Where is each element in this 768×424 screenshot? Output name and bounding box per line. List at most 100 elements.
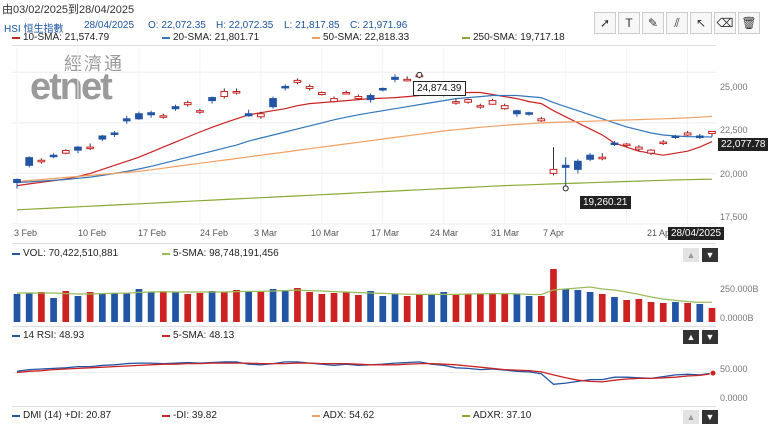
legend-sma10: 10-SMA: 21,574.79 <box>12 31 152 45</box>
dmi-panel-top-border <box>12 406 716 407</box>
volume-bar <box>513 294 521 322</box>
candle-body <box>330 98 338 103</box>
x-label-21apr: 21 Ap <box>647 228 671 238</box>
eraser-icon[interactable]: ⌫ <box>714 12 736 34</box>
cursor-icon[interactable]: ➚ <box>594 12 616 34</box>
candle-body <box>391 76 399 80</box>
current-date-tag: 28/04/2025 <box>668 227 725 240</box>
pen-icon[interactable]: ✎ <box>642 12 664 34</box>
rsi-sma-swatch <box>162 335 170 337</box>
volume-bar <box>62 291 70 322</box>
vol-swatch <box>12 253 20 255</box>
volume-bar <box>98 294 106 322</box>
rsi-sma-label: 5-SMA: 48.13 <box>173 330 235 341</box>
legend-rsi-sma: 5-SMA: 48.13 <box>162 329 312 343</box>
volume-panel-down-button[interactable]: ▼ <box>702 248 718 262</box>
candle-body <box>135 113 143 120</box>
trendline-icon[interactable]: ↖ <box>690 12 712 34</box>
volume-bar <box>440 292 448 322</box>
volume-bar <box>123 293 131 322</box>
rsi-panel-top-border <box>12 326 716 327</box>
rsi-label: 14 RSI: 48.93 <box>23 330 85 341</box>
parallel-lines-icon[interactable]: ⫽ <box>666 12 688 34</box>
sma250-swatch <box>462 37 470 39</box>
volume-bar <box>428 294 435 322</box>
volume-bar <box>684 303 691 322</box>
x-label-31mar: 31 Mar <box>491 228 520 238</box>
candle-body <box>366 95 375 101</box>
volume-bar <box>586 292 594 322</box>
rsi-panel-up-button[interactable]: ▲ <box>683 330 699 344</box>
x-label-17mar: 17 Mar <box>371 228 400 238</box>
sma250-label: 250-SMA: 19,717.18 <box>473 32 565 43</box>
volume-bar <box>537 296 545 322</box>
volume-bar <box>147 292 155 322</box>
high-value: H: 22,072.35 <box>216 20 274 31</box>
volume-bar <box>25 293 33 322</box>
candle-body <box>378 87 387 91</box>
candle-body <box>122 118 131 122</box>
volume-bar <box>269 289 277 322</box>
candle-body <box>549 168 558 174</box>
vol-label: VOL: 70,422,510,881 <box>23 248 119 259</box>
x-label-7apr: 7 Apr <box>543 228 565 238</box>
candle-body <box>232 90 241 94</box>
volume-bar <box>220 292 228 322</box>
volume-bar <box>74 296 82 322</box>
legend-sma50: 50-SMA: 22,818.33 <box>312 31 452 45</box>
candle-body <box>659 141 668 145</box>
volume-bar <box>452 295 460 322</box>
candle-body <box>183 102 192 106</box>
volume-bar <box>196 293 204 322</box>
candle-body <box>49 154 58 158</box>
candle-body <box>464 99 472 103</box>
price-tick-17500: 17,500 <box>720 212 748 222</box>
sma250-line <box>16 178 713 211</box>
candle-body <box>257 113 265 118</box>
volume-bar <box>562 289 570 322</box>
candle-body <box>476 105 485 108</box>
text-icon[interactable]: T <box>618 12 640 34</box>
watermark-chinese: 經濟通 <box>64 54 124 75</box>
volume-panel-up-button[interactable]: ▲ <box>683 248 699 262</box>
candle-body <box>37 159 46 163</box>
candle-body <box>342 92 351 95</box>
legend-vol-sma: 5-SMA: 98,748,191,456 <box>162 247 322 261</box>
trash-icon[interactable]: 🗑 <box>738 12 760 34</box>
dmi-plus-swatch <box>12 415 20 417</box>
volume-bar <box>391 294 399 322</box>
rsi-panel-down-button[interactable]: ▼ <box>702 330 718 344</box>
x-label-24mar: 24 Mar <box>430 228 459 238</box>
legend-dmi-minus: -DI: 39.82 <box>162 409 282 423</box>
vol-tick-0b: 0.0000B <box>720 313 754 323</box>
volume-bar <box>525 296 533 322</box>
sma10-swatch <box>12 37 20 39</box>
sma10-line <box>16 91 713 187</box>
volume-bar <box>330 293 338 322</box>
vol-sma-label: 5-SMA: 98,748,191,456 <box>173 248 279 259</box>
volume-bar <box>647 302 655 322</box>
dmi-minus-label: -DI: 39.82 <box>173 410 217 421</box>
volume-bar <box>367 291 374 322</box>
dmi-panel-down-button[interactable]: ▼ <box>702 410 718 424</box>
volume-bar <box>574 290 582 322</box>
last-price-tag: 22,077.78 <box>718 138 768 151</box>
volume-bar <box>635 299 643 322</box>
candle-body <box>513 110 521 115</box>
volume-bar <box>245 291 253 322</box>
adx-swatch <box>312 415 320 417</box>
candle-body <box>561 164 570 168</box>
volume-bar <box>489 293 496 322</box>
candle-body <box>208 97 216 102</box>
volume-bar <box>464 294 472 322</box>
sma50-swatch <box>312 37 320 39</box>
dmi-panel-up-button[interactable]: ▲ <box>683 410 699 424</box>
volume-sma-line <box>17 286 713 304</box>
symbol-label: HSI 恒生指數 <box>4 24 64 35</box>
candle-body <box>86 146 95 150</box>
volume-bar <box>50 298 57 322</box>
legend-dmi-plus: DMI (14) +DI: 20.87 <box>12 409 162 423</box>
candle-body <box>244 113 253 117</box>
candle-body <box>586 154 594 160</box>
